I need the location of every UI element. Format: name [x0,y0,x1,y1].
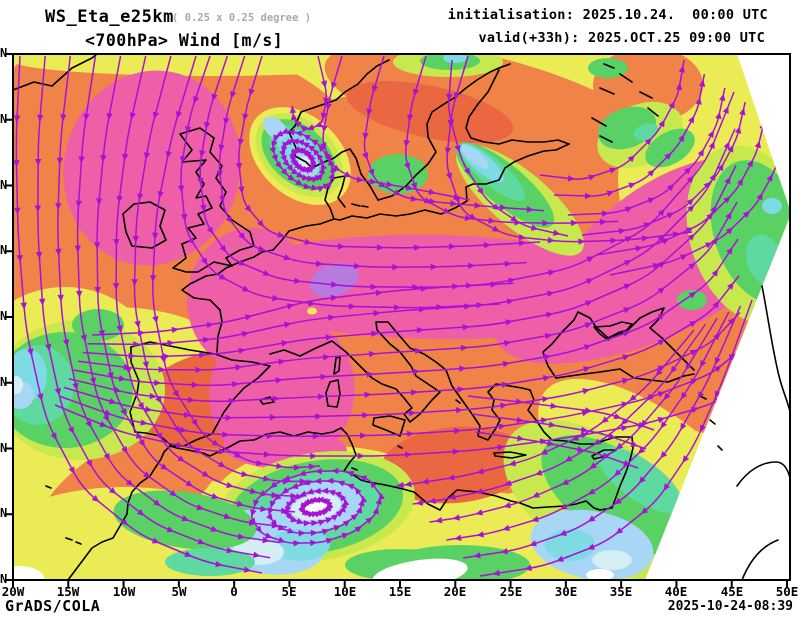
x-axis-label: 50E [775,584,799,599]
model-name: WS_Eta_e25km [45,7,174,27]
x-axis-label: 5W [171,584,187,599]
credit-text: GrADS/COLA [5,597,101,615]
x-axis-label: 5E [281,584,297,599]
valid-time: valid(+33h): 2025.OCT.25 09:00 UTC [478,30,765,46]
model-resolution: ( 0.25 x 0.25 degree ) [172,12,312,24]
y-axis-label: N [0,440,8,455]
y-axis-label: N [0,111,8,126]
y-axis-label: N [0,177,8,192]
x-axis-label: 40E [664,584,688,599]
x-axis-label: 20E [443,584,467,599]
x-axis-label: 45E [720,584,744,599]
x-axis-label: 0 [230,584,238,599]
y-axis-label: N [0,572,8,586]
x-axis-label: 35E [609,584,633,599]
y-axis-label: N [0,309,8,323]
axis-frame [5,53,791,587]
y-axis-label: N [0,243,8,258]
x-axis-label: 15W [56,584,80,599]
streamlines-layer [13,55,787,577]
init-time: initialisation: 2025.10.24. 00:00 UTC [447,7,768,23]
x-axis-label: 10E [333,584,357,599]
y-axis-label: N [0,374,8,389]
x-axis-label: 20W [1,584,25,599]
x-axis-label: 15E [388,584,412,599]
x-axis-label: 10W [112,584,136,599]
timestamp-text: 2025-10-24-08:39 [667,599,793,614]
y-axis-label: N [0,46,8,60]
field-title: <700hPa> Wind [m/s] [85,31,284,50]
x-axis-label: 25E [499,584,523,599]
wind-shading-layer [13,54,790,580]
y-axis-label: N [0,506,8,521]
x-axis-label: 30E [554,584,578,599]
